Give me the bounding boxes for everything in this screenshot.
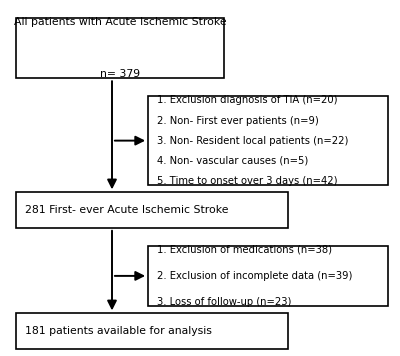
Text: 1. Exclusion diagnosis of TIA (n=20): 1. Exclusion diagnosis of TIA (n=20) [157, 95, 337, 105]
FancyBboxPatch shape [16, 192, 288, 228]
FancyBboxPatch shape [148, 246, 388, 306]
Text: 1. Exclusion of medications (n=38): 1. Exclusion of medications (n=38) [157, 245, 332, 255]
FancyBboxPatch shape [16, 313, 288, 349]
Text: 3. Non- Resident local patients (n=22): 3. Non- Resident local patients (n=22) [157, 136, 348, 146]
Text: n= 379: n= 379 [100, 69, 140, 79]
Text: 5. Time to onset over 3 days (n=42): 5. Time to onset over 3 days (n=42) [157, 176, 337, 186]
FancyBboxPatch shape [16, 18, 224, 78]
Text: 3. Loss of follow-up (n=23): 3. Loss of follow-up (n=23) [157, 297, 291, 307]
FancyBboxPatch shape [148, 96, 388, 185]
Text: 2. Exclusion of incomplete data (n=39): 2. Exclusion of incomplete data (n=39) [157, 271, 352, 281]
Text: 2. Non- First ever patients (n=9): 2. Non- First ever patients (n=9) [157, 115, 318, 126]
Text: 4. Non- vascular causes (n=5): 4. Non- vascular causes (n=5) [157, 156, 308, 166]
Text: All patients with Acute Ischemic Stroke: All patients with Acute Ischemic Stroke [14, 17, 226, 27]
Text: 181 patients available for analysis: 181 patients available for analysis [25, 326, 212, 336]
Text: 281 First- ever Acute Ischemic Stroke: 281 First- ever Acute Ischemic Stroke [25, 205, 228, 215]
